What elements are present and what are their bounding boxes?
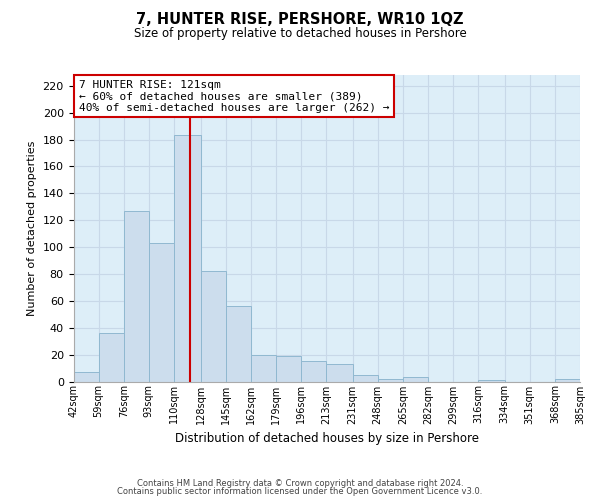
Bar [251, 354, 276, 382]
Bar [555, 379, 580, 382]
Y-axis label: Number of detached properties: Number of detached properties [27, 140, 37, 316]
X-axis label: Distribution of detached houses by size in Pershore: Distribution of detached houses by size … [175, 432, 479, 445]
Bar [326, 364, 353, 382]
Text: 7 HUNTER RISE: 121sqm
← 60% of detached houses are smaller (389)
40% of semi-det: 7 HUNTER RISE: 121sqm ← 60% of detached … [79, 80, 389, 113]
Bar [301, 362, 326, 382]
Bar [226, 306, 251, 382]
Text: Size of property relative to detached houses in Pershore: Size of property relative to detached ho… [134, 28, 466, 40]
Bar [98, 333, 124, 382]
Text: Contains public sector information licensed under the Open Government Licence v3: Contains public sector information licen… [118, 487, 482, 496]
Bar [353, 375, 378, 382]
Bar [200, 272, 226, 382]
Bar [74, 372, 98, 382]
Bar [276, 356, 301, 382]
Bar [403, 378, 428, 382]
Bar [124, 211, 149, 382]
Bar [478, 380, 505, 382]
Bar [378, 379, 403, 382]
Text: 7, HUNTER RISE, PERSHORE, WR10 1QZ: 7, HUNTER RISE, PERSHORE, WR10 1QZ [136, 12, 464, 28]
Bar [174, 136, 200, 382]
Bar [149, 243, 174, 382]
Text: Contains HM Land Registry data © Crown copyright and database right 2024.: Contains HM Land Registry data © Crown c… [137, 478, 463, 488]
